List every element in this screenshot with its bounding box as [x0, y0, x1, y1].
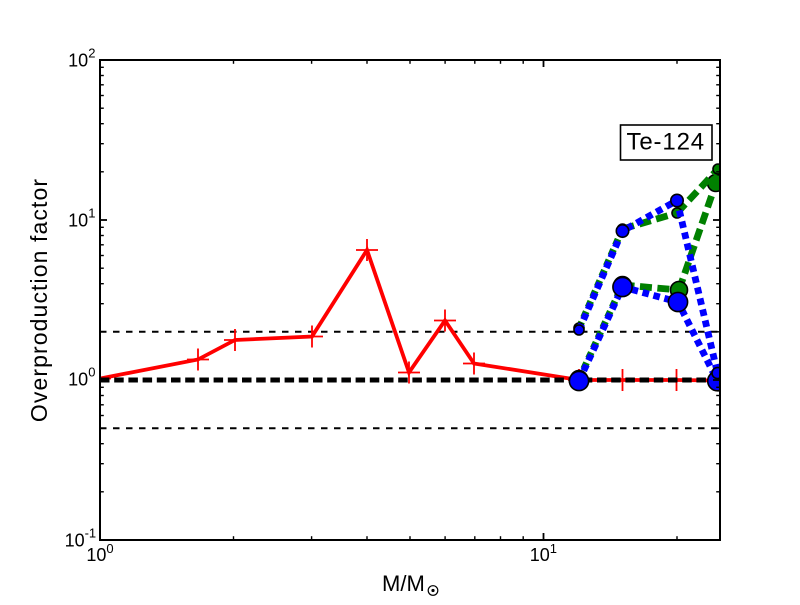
svg-text:10: 10 [530, 545, 550, 565]
svg-text:Overproduction factor: Overproduction factor [26, 178, 52, 422]
svg-text:1: 1 [550, 541, 557, 556]
svg-text:10: 10 [86, 545, 106, 565]
svg-text:0: 0 [106, 541, 113, 556]
svg-text:Te-124: Te-124 [627, 129, 705, 156]
svg-text:10: 10 [68, 51, 88, 71]
svg-text:10: 10 [65, 530, 85, 550]
svg-text:M/M: M/M [382, 571, 425, 596]
svg-text:0: 0 [88, 365, 95, 380]
svg-text:-1: -1 [85, 525, 97, 540]
svg-text:10: 10 [68, 370, 88, 390]
svg-text:10: 10 [68, 210, 88, 230]
svg-text:2: 2 [88, 46, 95, 61]
svg-text:1: 1 [88, 205, 95, 220]
